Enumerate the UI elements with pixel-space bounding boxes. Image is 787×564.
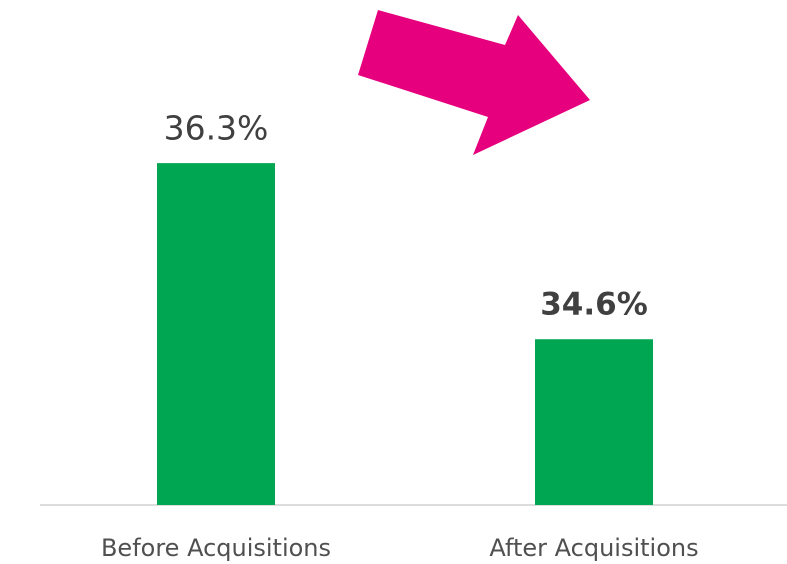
x-tick-label: After Acquisitions <box>489 534 698 562</box>
bar <box>535 339 653 505</box>
x-tick-label: Before Acquisitions <box>101 534 331 562</box>
value-label: 34.6% <box>540 287 648 323</box>
value-label: 36.3% <box>164 109 269 148</box>
bar <box>157 163 275 505</box>
trend-arrow <box>358 10 590 155</box>
